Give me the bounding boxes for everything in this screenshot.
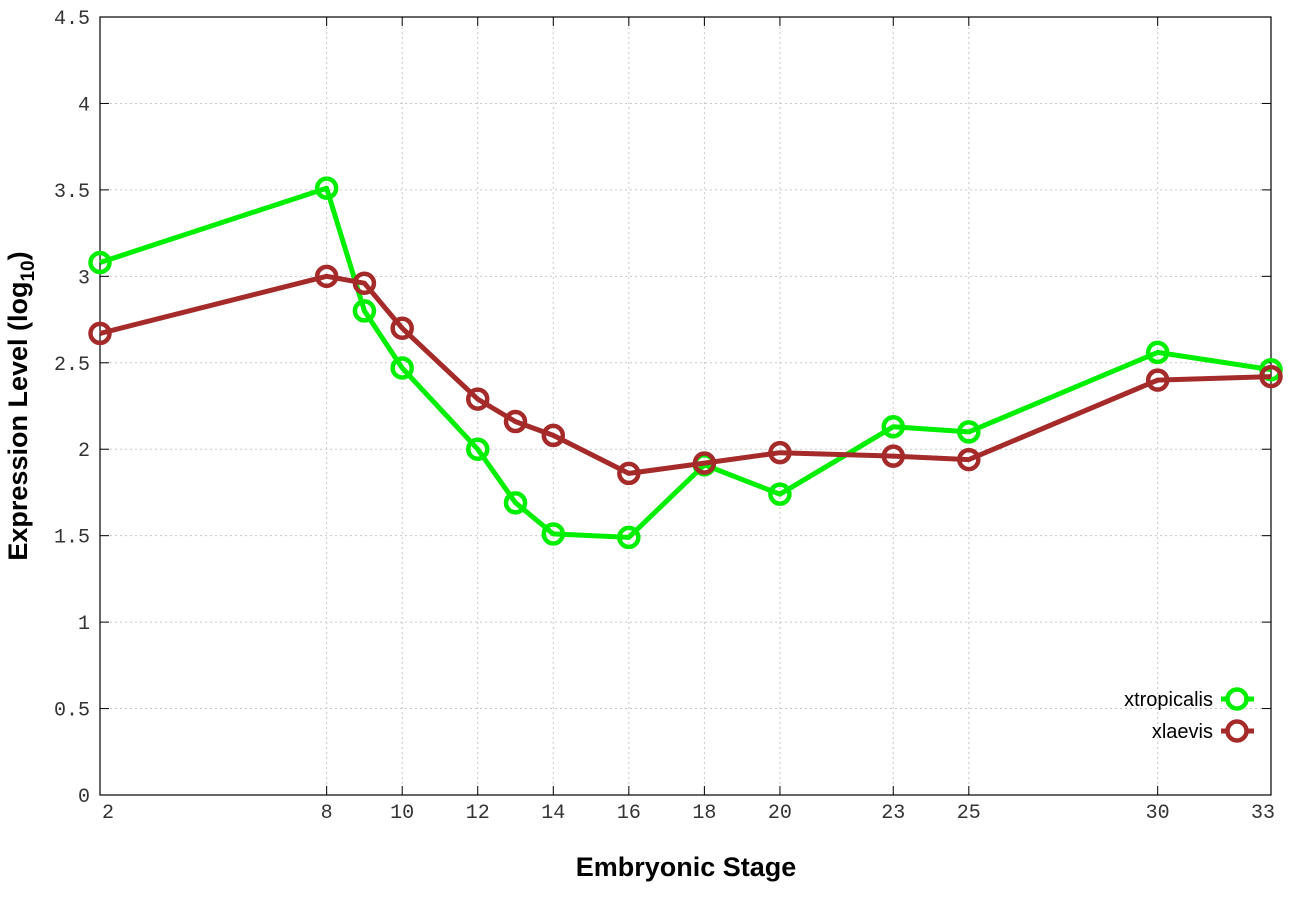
- y-tick-label: 3.5: [54, 181, 90, 204]
- data-point-xlaevis: [692, 451, 717, 475]
- x-tick-label: 30: [1146, 802, 1170, 825]
- data-point-xtropicalis: [352, 299, 377, 323]
- y-tick-label: 2: [78, 440, 90, 463]
- data-point-xtropicalis: [88, 250, 112, 275]
- series-xtropicalis: [88, 176, 1283, 550]
- series-line-xlaevis: [99, 273, 1272, 476]
- legend-item-xlaevis: xlaevis: [1152, 719, 1254, 743]
- legend-swatch-marker: [1225, 687, 1249, 711]
- data-point-xlaevis: [88, 321, 112, 346]
- data-point-xlaevis: [503, 409, 528, 434]
- data-point-xtropicalis: [881, 414, 906, 439]
- y-axis: 0 0.5 1 1.5 2 2.5 3 3.5 4 4.5: [54, 8, 1271, 809]
- y-axis-title-main: Expression Level (log: [3, 282, 33, 561]
- y-axis-title-close: ): [3, 251, 33, 260]
- x-tick-label: 14: [541, 802, 565, 825]
- y-axis-title-subscript: 10: [18, 260, 39, 281]
- legend: xtropicalis xlaevis: [1124, 687, 1254, 743]
- y-tick-label: 4.5: [54, 8, 90, 31]
- data-point-xtropicalis: [1145, 340, 1170, 365]
- y-tick-label: 0.5: [54, 700, 90, 723]
- x-tick-label: 23: [881, 802, 905, 825]
- y-tick-label: 0: [78, 786, 90, 809]
- data-point-xtropicalis: [465, 437, 490, 461]
- y-axis-title: Expression Level (log10): [3, 251, 39, 560]
- y-tick-label: 4: [78, 94, 90, 117]
- data-point-xlaevis: [768, 440, 792, 465]
- legend-item-xtropicalis: xtropicalis: [1124, 687, 1254, 711]
- data-point-xtropicalis: [503, 491, 528, 515]
- data-point-xlaevis: [465, 387, 490, 411]
- plot-frame: [99, 16, 1272, 796]
- x-tick-label: 25: [957, 802, 981, 825]
- x-tick-label: 8: [321, 802, 333, 825]
- data-point-xlaevis: [957, 447, 981, 472]
- data-point-xtropicalis: [768, 482, 792, 506]
- data-point-xtropicalis: [617, 525, 641, 550]
- y-tick-label: 1: [78, 613, 90, 636]
- x-tick-label: 16: [617, 802, 641, 825]
- x-tick-label: 20: [768, 802, 792, 825]
- x-tick-label: 12: [466, 802, 490, 825]
- data-point-xlaevis: [617, 461, 641, 486]
- data-point-xlaevis: [352, 271, 377, 295]
- x-axis-title: Embryonic Stage: [576, 852, 797, 882]
- y-tick-label: 1.5: [54, 527, 90, 550]
- series-layer: [88, 176, 1283, 550]
- y-tick-label: 3: [78, 267, 90, 290]
- x-tick-label: 18: [692, 802, 716, 825]
- grid-layer: [100, 17, 1271, 795]
- data-point-xlaevis: [881, 444, 906, 468]
- data-point-xlaevis: [1145, 368, 1170, 392]
- data-point-xlaevis: [390, 316, 414, 340]
- data-point-xtropicalis: [957, 420, 981, 444]
- x-tick-label: 33: [1251, 802, 1275, 825]
- data-point-xlaevis: [314, 264, 339, 289]
- series-xlaevis: [88, 264, 1283, 486]
- legend-label: xlaevis: [1152, 721, 1213, 743]
- data-point-xtropicalis: [1259, 357, 1283, 382]
- legend-swatch-marker: [1225, 719, 1249, 743]
- x-tick-label: 10: [390, 802, 414, 825]
- y-tick-label: 2.5: [54, 354, 90, 377]
- data-point-xlaevis: [541, 423, 566, 448]
- data-point-xtropicalis: [541, 522, 566, 546]
- x-axis: 2 8 10 12 14 16 18 20 23 25 30 33: [99, 17, 1275, 825]
- x-tick-label: 2: [102, 802, 114, 825]
- data-point-xtropicalis: [390, 356, 414, 380]
- data-point-xtropicalis: [314, 176, 339, 200]
- data-point-xlaevis: [1259, 364, 1283, 389]
- legend-label: xtropicalis: [1124, 689, 1213, 711]
